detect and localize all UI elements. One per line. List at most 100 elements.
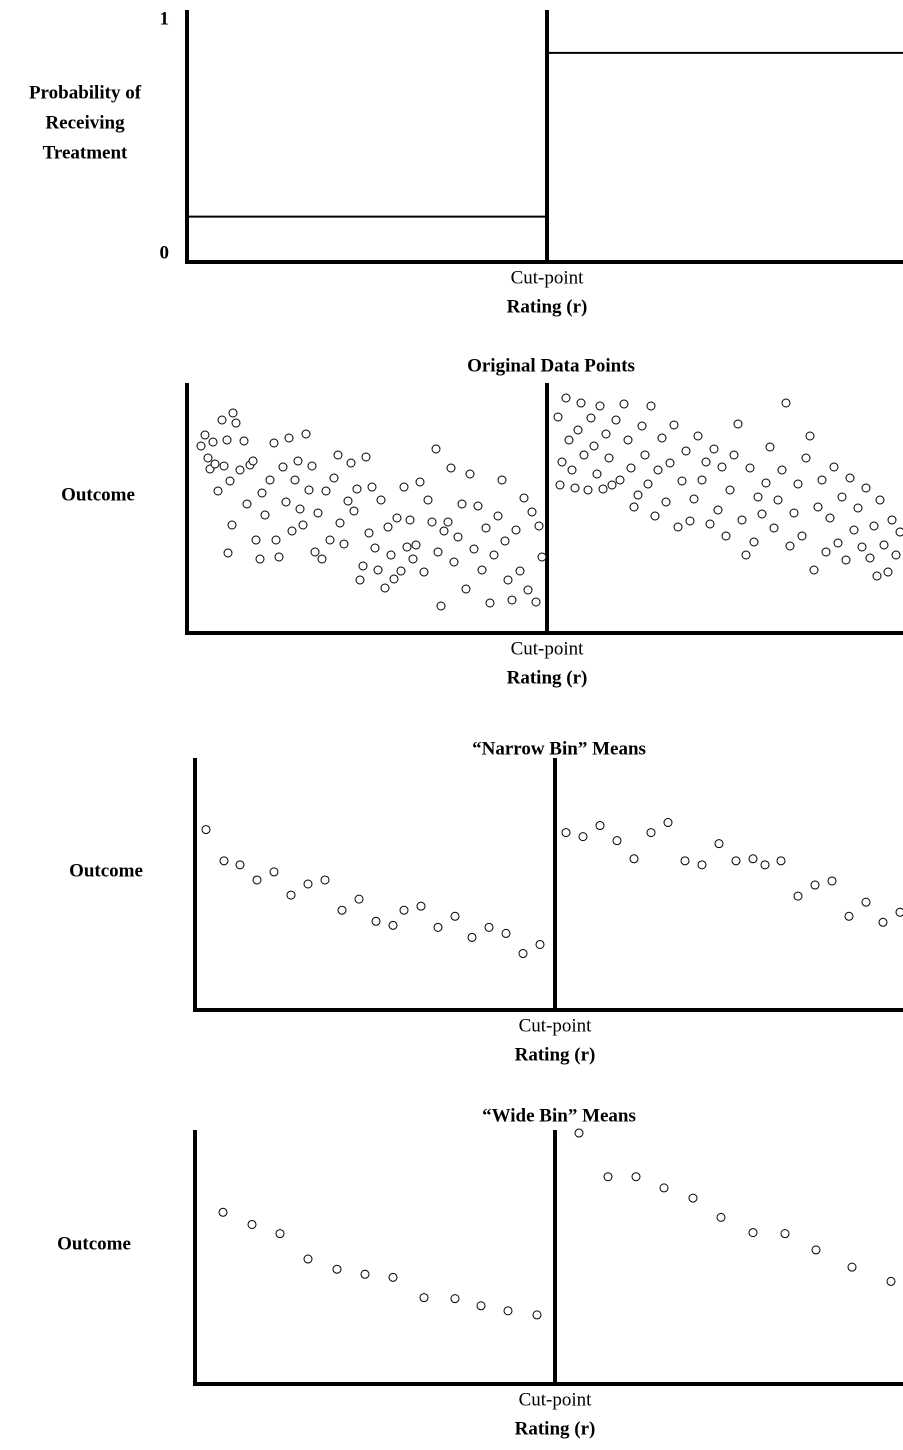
point — [333, 450, 343, 460]
point — [741, 550, 751, 560]
point — [579, 450, 589, 460]
point — [287, 526, 297, 536]
point — [251, 535, 261, 545]
point — [484, 922, 494, 932]
point — [304, 485, 314, 495]
point — [777, 465, 787, 475]
point — [637, 421, 647, 431]
point — [321, 486, 331, 496]
point — [776, 856, 786, 866]
point — [631, 1172, 641, 1182]
y-axis-label: Outcome — [57, 1233, 131, 1254]
point — [405, 515, 415, 525]
point — [252, 875, 262, 885]
point — [415, 477, 425, 487]
point — [457, 499, 467, 509]
point — [260, 510, 270, 520]
point — [883, 567, 893, 577]
point — [436, 601, 446, 611]
point — [685, 516, 695, 526]
point — [721, 531, 731, 541]
point — [360, 1269, 370, 1279]
point — [310, 547, 320, 557]
point — [765, 442, 775, 452]
point — [200, 430, 210, 440]
point — [769, 523, 779, 533]
point — [705, 519, 715, 529]
point — [603, 1172, 613, 1182]
point — [461, 584, 471, 594]
point — [725, 485, 735, 495]
x-axis-label: Rating (r) — [507, 296, 588, 317]
point — [643, 479, 653, 489]
point — [274, 552, 284, 562]
point — [523, 585, 533, 595]
point — [201, 825, 211, 835]
point — [733, 419, 743, 429]
cut-point-label: Cut-point — [511, 267, 585, 288]
point — [293, 456, 303, 466]
point — [561, 393, 571, 403]
point — [869, 521, 879, 531]
point — [578, 832, 588, 842]
point — [785, 541, 795, 551]
point — [629, 502, 639, 512]
point — [793, 891, 803, 901]
point — [349, 506, 359, 516]
point — [399, 905, 409, 915]
point — [231, 418, 241, 428]
point — [265, 475, 275, 485]
point — [503, 1306, 513, 1316]
point — [677, 476, 687, 486]
point — [853, 503, 863, 513]
point — [701, 457, 711, 467]
cut-point-label: Cut-point — [511, 638, 585, 659]
point — [573, 425, 583, 435]
point — [219, 461, 229, 471]
point — [811, 1245, 821, 1255]
point — [847, 1262, 857, 1272]
point — [809, 565, 819, 575]
chart-title: Original Data Points — [467, 355, 635, 376]
chart-title: “Wide Bin” Means — [482, 1105, 636, 1126]
point — [688, 1193, 698, 1203]
point — [689, 494, 699, 504]
point — [574, 1128, 584, 1138]
point — [717, 462, 727, 472]
y-tick-label: 1 — [160, 8, 170, 29]
point — [518, 949, 528, 959]
point — [607, 480, 617, 490]
x-axis-label: Rating (r) — [515, 1418, 596, 1439]
point — [235, 465, 245, 475]
point — [640, 450, 650, 460]
point — [841, 555, 851, 565]
point — [450, 1294, 460, 1304]
point — [534, 521, 544, 531]
point — [817, 475, 827, 485]
point — [592, 469, 602, 479]
point — [402, 542, 412, 552]
point — [598, 484, 608, 494]
point — [669, 420, 679, 430]
point — [714, 839, 724, 849]
point — [210, 459, 220, 469]
point — [303, 1254, 313, 1264]
point — [623, 435, 633, 445]
point — [515, 566, 525, 576]
point — [748, 854, 758, 864]
point — [731, 856, 741, 866]
point — [887, 515, 897, 525]
point — [389, 574, 399, 584]
point — [872, 571, 882, 581]
point — [423, 495, 433, 505]
point — [519, 493, 529, 503]
point — [358, 561, 368, 571]
point — [553, 412, 563, 422]
point — [633, 490, 643, 500]
point — [673, 522, 683, 532]
y-axis-label: Receiving — [45, 112, 125, 133]
point — [753, 492, 763, 502]
point — [780, 1229, 790, 1239]
point — [227, 520, 237, 530]
point — [570, 483, 580, 493]
